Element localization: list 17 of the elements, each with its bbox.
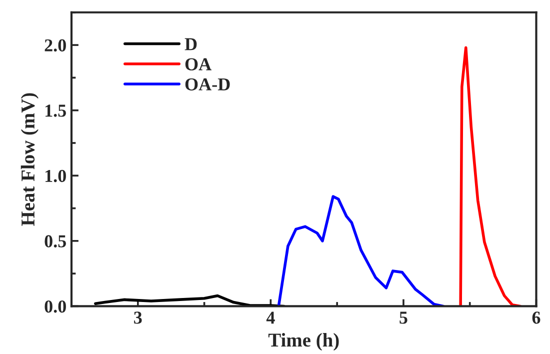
x-tick-label: 4	[266, 312, 275, 324]
line-series	[94, 294, 286, 306]
y-tick-label: 1.0	[46, 170, 66, 182]
y-tick-label: 1.5	[46, 104, 66, 117]
x-tick-label: 3	[134, 312, 142, 324]
x-tick-label: 6	[532, 312, 540, 324]
legend-label: OA-D	[185, 78, 230, 90]
legend-label: D	[184, 38, 197, 50]
line-series	[277, 195, 445, 306]
y-axis-title: Heat Flow (mV)	[20, 93, 39, 226]
x-axis-title: Time (h)	[268, 333, 339, 351]
y-tick-label: 2.0	[44, 39, 66, 52]
legend-label: OA	[185, 58, 212, 70]
y-tick-label: 0.5	[44, 235, 66, 248]
y-tick-label: 0.0	[44, 300, 66, 313]
line-series	[459, 46, 522, 306]
x-tick-label: 5	[400, 312, 408, 324]
